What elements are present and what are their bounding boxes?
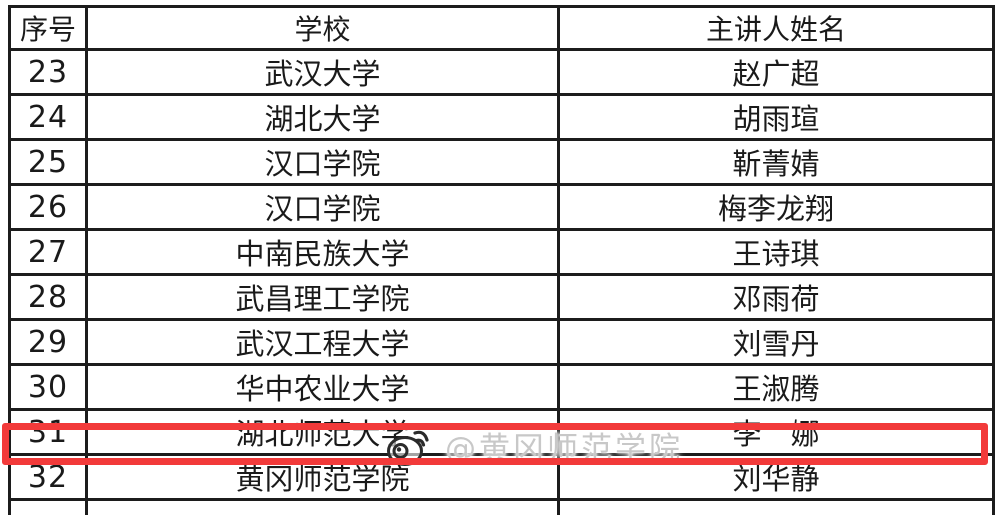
speaker-cell: 胡雨瑄: [559, 95, 994, 140]
row-number-cell: 26: [10, 185, 87, 230]
school-cell: 黄冈师范学院: [87, 455, 559, 500]
column-header-speaker: 主讲人姓名: [559, 7, 994, 50]
table-row: 31 湖北师范大学 李 娜: [10, 410, 994, 455]
column-header-no: 序号: [10, 7, 87, 50]
row-number-cell: 28: [10, 275, 87, 320]
speaker-cell: 刘华静: [559, 455, 994, 500]
table-row: 24 湖北大学 胡雨瑄: [10, 95, 994, 140]
school-cell: 武汉大学: [87, 50, 559, 95]
table-row: 23 武汉大学 赵广超: [10, 50, 994, 95]
school-cell: 湖北大学: [87, 95, 559, 140]
school-cell: 湖北师范大学: [87, 410, 559, 455]
row-number-cell: 23: [10, 50, 87, 95]
row-number-cell: 25: [10, 140, 87, 185]
table-row-highlighted: 32 黄冈师范学院 刘华静: [10, 455, 994, 500]
table-row: 25 汉口学院 靳菁婧: [10, 140, 994, 185]
row-number-cell: 29: [10, 320, 87, 365]
row-number-cell: 30: [10, 365, 87, 410]
speaker-cell: 王诗琪: [559, 230, 994, 275]
table-row: 29 武汉工程大学 刘雪丹: [10, 320, 994, 365]
speaker-cell: 赵广超: [559, 50, 994, 95]
row-number-cell: 27: [10, 230, 87, 275]
row-number-cell: 32: [10, 455, 87, 500]
table-row: 30 华中农业大学 王淑腾: [10, 365, 994, 410]
speaker-cell: 靳菁婧: [559, 140, 994, 185]
speaker-cell: 刘雪丹: [559, 320, 994, 365]
speaker-cell: 邓雨荷: [559, 275, 994, 320]
speaker-table-wrap: 序号 学校 主讲人姓名 23 武汉大学 赵广超 24 湖北大学 胡雨瑄 25 汉…: [8, 5, 995, 515]
speaker-cell: 梅李龙翔: [559, 185, 994, 230]
speaker-table: 序号 学校 主讲人姓名 23 武汉大学 赵广超 24 湖北大学 胡雨瑄 25 汉…: [8, 5, 995, 515]
table-row-cutoff: [10, 500, 994, 515]
school-cell: 武汉工程大学: [87, 320, 559, 365]
school-cell: 华中农业大学: [87, 365, 559, 410]
school-cell: 中南民族大学: [87, 230, 559, 275]
column-header-school: 学校: [87, 7, 559, 50]
speaker-cell: 王淑腾: [559, 365, 994, 410]
school-cell: 武昌理工学院: [87, 275, 559, 320]
table-row: 27 中南民族大学 王诗琪: [10, 230, 994, 275]
row-number-cell: 24: [10, 95, 87, 140]
speaker-cell: 李 娜: [559, 410, 994, 455]
school-cell: 汉口学院: [87, 140, 559, 185]
table-row: 28 武昌理工学院 邓雨荷: [10, 275, 994, 320]
row-number-cell: 31: [10, 410, 87, 455]
header-row: 序号 学校 主讲人姓名: [10, 7, 994, 50]
school-cell: 汉口学院: [87, 185, 559, 230]
table-row: 26 汉口学院 梅李龙翔: [10, 185, 994, 230]
